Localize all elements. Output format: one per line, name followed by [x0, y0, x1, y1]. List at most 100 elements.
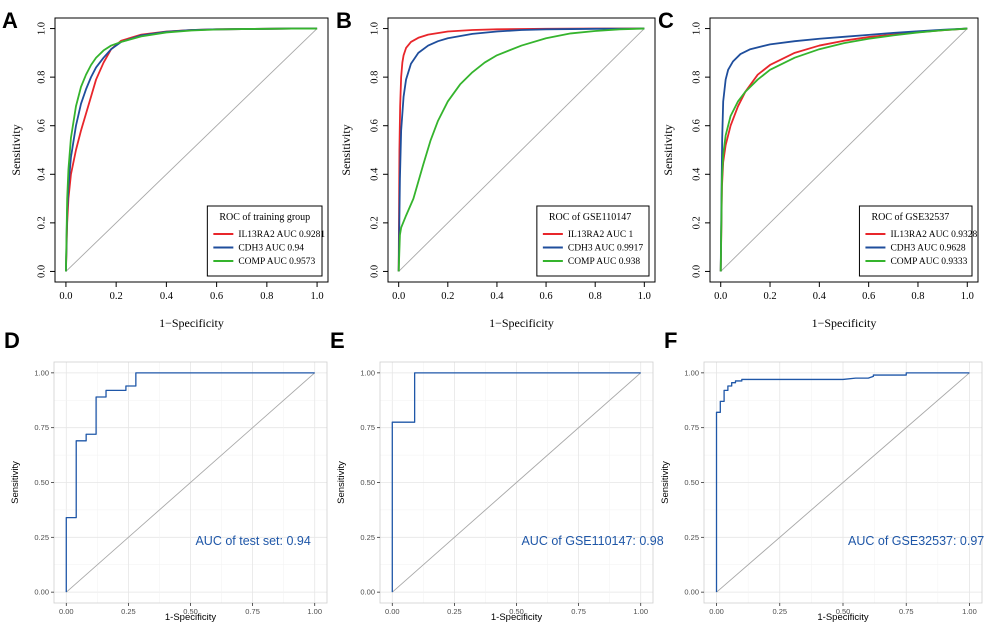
x-tick-label: 1.0	[961, 291, 974, 302]
diagonal-reference-line	[398, 28, 645, 272]
y-axis-title: Sensitivity	[10, 461, 21, 504]
y-tick-label: 1.0	[369, 22, 380, 35]
y-tick-label: 0.8	[36, 71, 47, 84]
panel-label: A	[2, 8, 18, 33]
panel-label: F	[664, 328, 677, 353]
legend-entry: CDH3 AUC 0.94	[238, 244, 304, 254]
x-tick-label: 0.25	[772, 607, 787, 616]
legend-entry: IL13RA2 AUC 0.9328	[890, 230, 977, 240]
y-tick-label: 0.4	[369, 167, 380, 181]
y-tick-label: 1.00	[360, 368, 375, 377]
y-axis-title: Sensitivity	[9, 124, 23, 175]
auc-annotation: AUC of GSE32537: 0.97	[848, 534, 984, 548]
x-tick-label: 1.0	[638, 291, 651, 302]
legend-box	[536, 205, 650, 277]
auc-annotation: AUC of test set: 0.94	[195, 534, 310, 548]
x-tick-label: 0.75	[899, 607, 914, 616]
legend-title: ROC of training group	[219, 212, 310, 223]
x-tick-label: 0.4	[490, 291, 504, 302]
y-axis-title: Sensitivity	[660, 461, 671, 504]
x-tick-label: 0.25	[447, 607, 462, 616]
y-tick-label: 0.00	[360, 588, 375, 597]
panel-label: B	[336, 8, 352, 33]
y-axis-title: Sensitivity	[336, 461, 347, 504]
y-tick-label: 0.0	[691, 265, 702, 278]
x-tick-label: 0.0	[392, 291, 405, 302]
legend-title: ROC of GSE32537	[871, 212, 949, 223]
panel-label: E	[330, 328, 345, 353]
x-tick-label: 0.00	[385, 607, 400, 616]
auc-annotation: AUC of GSE110147: 0.98	[521, 534, 663, 548]
x-tick-label: 0.75	[571, 607, 586, 616]
y-tick-label: 1.00	[34, 368, 49, 377]
y-tick-label: 0.50	[34, 478, 49, 487]
y-axis-title: Sensitivity	[339, 124, 353, 175]
x-axis-title: 1−Specificity	[159, 316, 224, 330]
x-tick-label: 0.6	[862, 291, 875, 302]
panel-d: D 0.00 0.25 0.50 0.75 1.00 0.00 0.25 0.50 0.75 1.0…	[4, 328, 328, 623]
plot-border	[54, 17, 329, 283]
y-tick-label: 0.00	[684, 588, 699, 597]
y-tick-label: 1.0	[36, 22, 47, 35]
y-axis-title: Sensitivity	[661, 124, 675, 175]
panel-f: F 0.00 0.25 0.50 0.75 1.00 0.00 0.25 0.50 0.75 1.0…	[660, 328, 984, 623]
y-tick-label: 0.4	[36, 167, 47, 181]
x-axis-title: 1−Specificity	[489, 316, 554, 330]
y-tick-label: 0.0	[36, 265, 47, 278]
x-tick-label: 0.25	[121, 607, 136, 616]
plot-border	[709, 17, 979, 283]
roc-curve-2	[397, 27, 645, 272]
y-tick-label: 1.0	[691, 22, 702, 35]
x-axis-title: 1−Specificity	[812, 316, 877, 330]
y-tick-label: 0.8	[369, 71, 380, 84]
legend-entry: CDH3 AUC 0.9917	[568, 244, 643, 254]
legend: ROC of GSE32537 IL13RA2 AUC 0.9328 CDH3 AU…	[858, 205, 978, 277]
x-tick-label: 0.8	[589, 291, 602, 302]
x-tick-label: 0.2	[110, 291, 123, 302]
diagonal-reference-line	[720, 28, 968, 272]
y-tick-label: 0.00	[34, 588, 49, 597]
x-tick-label: 0.6	[210, 291, 223, 302]
panel-c: C 0.0 0.2 0.4 0.6 0.8 1.0 0.0 0.2 0.4 0.6 0.8 1.0 1−S…	[658, 8, 979, 330]
y-tick-label: 0.0	[369, 265, 380, 278]
y-tick-label: 0.4	[691, 167, 702, 181]
x-tick-label: 1.00	[307, 607, 322, 616]
x-tick-label: 0.2	[441, 291, 454, 302]
y-tick-label: 0.6	[691, 119, 702, 132]
panel-a: A 0.0 0.2 0.4 0.6 0.8 1.0 0.0 0.2 0.4 0.6 0.8 1.0 1−S…	[2, 8, 329, 330]
y-tick-label: 0.2	[691, 216, 702, 229]
legend-entry: IL13RA2 AUC 1	[568, 230, 634, 240]
x-tick-label: 0.00	[709, 607, 724, 616]
legend: ROC of GSE110147 IL13RA2 AUC 1 CDH3 AUC 0.…	[536, 205, 650, 277]
x-tick-label: 0.50	[183, 607, 198, 616]
legend-entry: CDH3 AUC 0.9628	[890, 244, 965, 254]
x-tick-label: 0.75	[245, 607, 260, 616]
legend-box	[858, 205, 973, 277]
diagonal-reference-line	[65, 372, 316, 593]
y-tick-label: 1.00	[684, 368, 699, 377]
y-tick-label: 0.50	[684, 478, 699, 487]
x-axis-title: 1-Specificity	[817, 612, 868, 623]
diagonal-reference-line	[65, 28, 318, 272]
roc-curve-3	[719, 27, 968, 272]
x-tick-label: 1.00	[633, 607, 648, 616]
roc-curve-1	[715, 372, 970, 593]
y-tick-label: 0.2	[369, 216, 380, 229]
x-axis-title: 1-Specificity	[165, 612, 216, 623]
x-tick-label: 0.50	[836, 607, 851, 616]
legend-box	[206, 205, 323, 277]
y-tick-label: 0.50	[360, 478, 375, 487]
panel-e: E 0.00 0.25 0.50 0.75 1.00 0.00 0.25 0.50 0.75 1.0…	[330, 328, 664, 623]
plot-border	[387, 17, 656, 283]
x-tick-label: 0.0	[59, 291, 72, 302]
diagonal-reference-line	[716, 372, 970, 593]
diagonal-reference-line	[391, 372, 642, 593]
x-axis-title: 1-Specificity	[491, 612, 542, 623]
x-tick-label: 1.00	[962, 607, 977, 616]
y-tick-label: 0.6	[369, 119, 380, 132]
panel-label: C	[658, 8, 674, 33]
x-tick-label: 0.6	[540, 291, 553, 302]
roc-curve-2	[719, 27, 968, 272]
y-tick-label: 0.6	[36, 119, 47, 132]
